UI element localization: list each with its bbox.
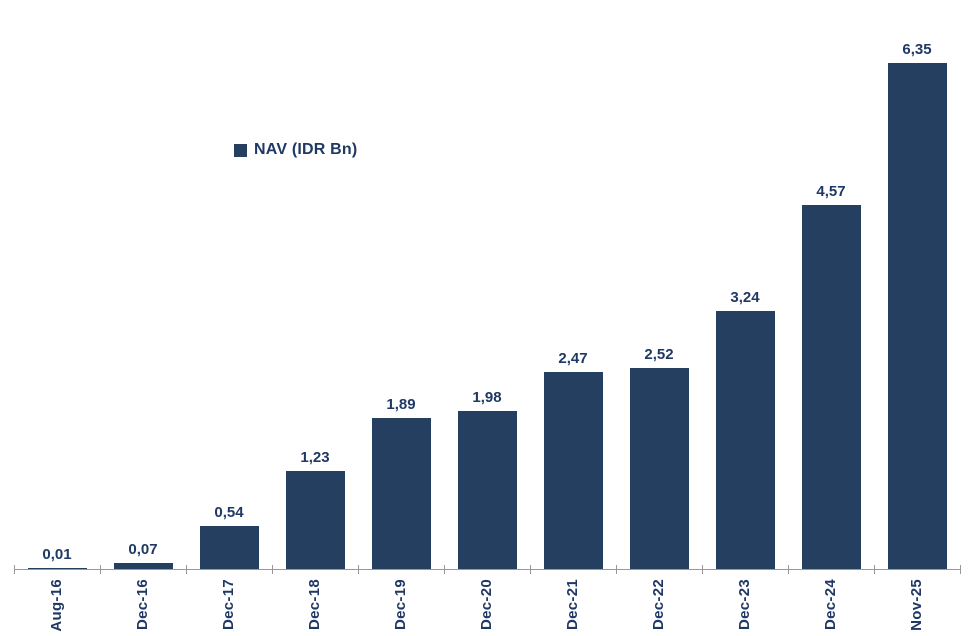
category-label-Dec-24: Dec-24 bbox=[822, 579, 839, 630]
bar-Dec-16 bbox=[114, 563, 173, 569]
x-axis-line bbox=[14, 569, 961, 570]
value-label-Aug-16: 0,01 bbox=[42, 546, 72, 563]
value-label-Dec-17: 0,54 bbox=[214, 504, 244, 521]
x-axis-tick bbox=[444, 565, 445, 574]
x-axis-tick bbox=[186, 565, 187, 574]
legend-swatch-nav bbox=[234, 143, 247, 157]
bar-Dec-22 bbox=[630, 368, 689, 569]
x-axis-tick bbox=[358, 565, 359, 574]
bar-Dec-24 bbox=[802, 205, 861, 569]
x-axis-tick bbox=[272, 565, 273, 574]
x-axis-tick bbox=[960, 565, 961, 574]
value-label-Dec-23: 3,24 bbox=[730, 289, 760, 306]
category-label-Dec-23: Dec-23 bbox=[736, 579, 753, 630]
value-label-Dec-16: 0,07 bbox=[128, 541, 158, 558]
x-axis-tick bbox=[702, 565, 703, 574]
category-label-Dec-22: Dec-22 bbox=[650, 579, 667, 630]
x-axis-tick bbox=[874, 565, 875, 574]
bar-Dec-18 bbox=[286, 471, 345, 569]
value-label-Dec-24: 4,57 bbox=[816, 183, 846, 200]
value-label-Dec-19: 1,89 bbox=[386, 396, 416, 413]
x-axis-tick bbox=[530, 565, 531, 574]
bar-Dec-21 bbox=[544, 372, 603, 569]
chart-legend: NAV (IDR Bn) bbox=[234, 141, 357, 159]
category-label-Aug-16: Aug-16 bbox=[48, 579, 65, 632]
x-axis-tick bbox=[616, 565, 617, 574]
x-axis-tick bbox=[14, 565, 15, 574]
category-label-Dec-16: Dec-16 bbox=[134, 579, 151, 630]
category-label-Dec-19: Dec-19 bbox=[392, 579, 409, 630]
category-label-Dec-17: Dec-17 bbox=[220, 579, 237, 630]
value-label-Dec-21: 2,47 bbox=[558, 350, 588, 367]
x-axis-tick bbox=[788, 565, 789, 574]
bar-Aug-16 bbox=[28, 568, 87, 569]
category-label-Dec-21: Dec-21 bbox=[564, 579, 581, 630]
bar-Dec-19 bbox=[372, 418, 431, 569]
bar-Nov-25 bbox=[888, 63, 947, 569]
value-label-Dec-22: 2,52 bbox=[644, 346, 674, 363]
category-label-Dec-18: Dec-18 bbox=[306, 579, 323, 630]
bar-Dec-23 bbox=[716, 311, 775, 569]
value-label-Dec-20: 1,98 bbox=[472, 389, 502, 406]
value-label-Nov-25: 6,35 bbox=[902, 41, 932, 58]
bar-Dec-17 bbox=[200, 526, 259, 569]
value-label-Dec-18: 1,23 bbox=[300, 449, 330, 466]
category-label-Nov-25: Nov-25 bbox=[908, 579, 925, 631]
bar-Dec-20 bbox=[458, 411, 517, 569]
legend-label: NAV (IDR Bn) bbox=[254, 141, 358, 158]
x-axis-tick bbox=[100, 565, 101, 574]
category-label-Dec-20: Dec-20 bbox=[478, 579, 495, 630]
